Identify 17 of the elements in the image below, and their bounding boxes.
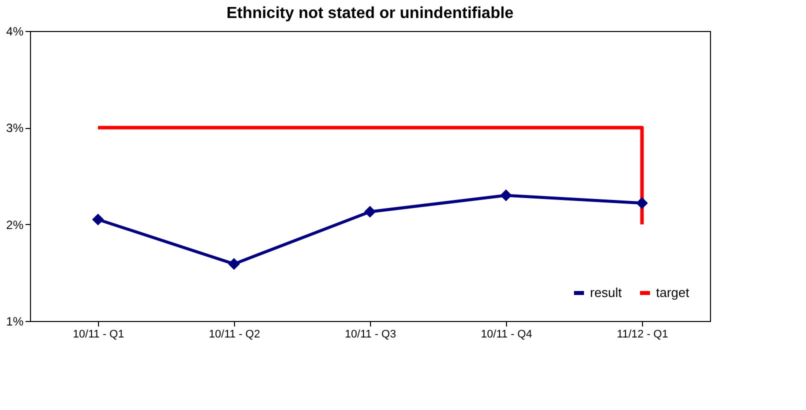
point	[500, 189, 512, 202]
y-tick-label: 2%	[6, 218, 24, 232]
point	[228, 258, 240, 270]
x-tick-label: 11/12 - Q1	[616, 328, 668, 340]
x-tick-label: 10/11 - Q1	[72, 328, 124, 340]
point	[364, 206, 376, 218]
legend-label: target	[656, 285, 690, 300]
x-tick-label: 10/11 - Q3	[344, 328, 396, 340]
point	[92, 214, 104, 226]
point	[636, 197, 648, 209]
x-tick-label: 10/11 - Q2	[208, 328, 260, 340]
legend-label: result	[590, 285, 622, 300]
y-tick-label: 3%	[6, 121, 24, 136]
x-tick-label: 10/11 - Q4	[480, 328, 532, 340]
y-tick-label: 1%	[6, 314, 24, 328]
y-tick-label: 4%	[6, 24, 24, 38]
chart-title: Ethnicity not stated or unindentifiable	[226, 5, 514, 22]
